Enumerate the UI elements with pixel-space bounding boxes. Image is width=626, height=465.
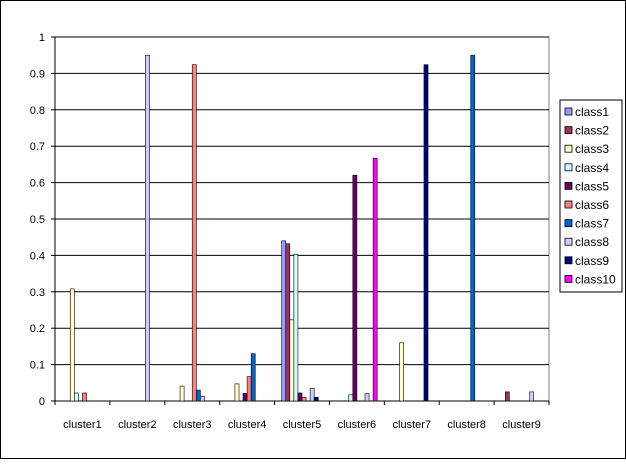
legend-swatch-class1 [564, 107, 573, 116]
bar-class5-cluster6 [352, 175, 358, 402]
bar-class7-cluster4 [250, 353, 256, 402]
bar-class6-cluster5 [301, 397, 307, 402]
bar-class7-cluster8 [470, 54, 476, 402]
bar-class2-cluster9 [505, 391, 510, 402]
y-tick-label: 0.4 [30, 250, 45, 262]
bar-class3-cluster3 [179, 385, 185, 402]
bar-class3-cluster7 [399, 342, 404, 402]
bar-class5-cluster5 [297, 392, 303, 402]
bar-class8-cluster2 [145, 54, 150, 402]
bar-class8-cluster6 [364, 393, 370, 402]
bar-class3-cluster5 [289, 319, 295, 402]
legend-swatch-class7 [564, 219, 573, 228]
y-tick-label: 0 [39, 396, 45, 408]
bar-class5-cluster4 [242, 393, 248, 402]
bar-class6-cluster1 [82, 392, 87, 402]
x-tick-label: cluster5 [283, 419, 322, 431]
x-tick-label: cluster4 [228, 419, 267, 431]
x-tick-label: cluster6 [338, 419, 377, 431]
legend-label-class6: class6 [575, 198, 609, 212]
y-tick-label: 0.1 [30, 360, 45, 372]
y-tick-label: 0.7 [30, 141, 45, 153]
bar-class1-cluster5 [281, 240, 287, 402]
legend-swatch-class3 [564, 144, 573, 153]
legend-label-class4: class4 [575, 161, 609, 175]
bar-class6-cluster3 [191, 64, 197, 402]
bar-class9-cluster5 [313, 397, 319, 402]
y-tick-label: 0.6 [30, 178, 45, 190]
legend-label-class5: class5 [575, 179, 609, 193]
legend-swatch-class10 [564, 274, 573, 283]
bar-class3-cluster4 [234, 383, 240, 402]
bar-class10-cluster6 [372, 157, 378, 402]
x-tick-label: cluster3 [173, 419, 212, 431]
legend-swatch-class4 [564, 163, 573, 172]
bar-class4-cluster5 [293, 254, 299, 402]
bar-class6-cluster4 [246, 376, 252, 402]
x-tick-label: cluster9 [502, 419, 541, 431]
legend-label-class10: class10 [575, 272, 616, 286]
bar-class3-cluster1 [69, 288, 75, 402]
bar-class4-cluster1 [74, 392, 79, 402]
y-tick-label: 0.9 [30, 68, 45, 80]
bar-class8-cluster5 [309, 387, 315, 402]
legend-swatch-class5 [564, 181, 573, 190]
legend-swatch-class8 [564, 237, 573, 246]
bar-class8-cluster3 [200, 395, 205, 402]
y-tick-label: 0.3 [30, 287, 45, 299]
legend-label-class8: class8 [575, 235, 609, 249]
legend-label-class1: class1 [575, 105, 609, 119]
legend-swatch-class6 [564, 200, 573, 209]
legend-label-class7: class7 [575, 217, 609, 231]
bar-class7-cluster3 [195, 389, 201, 402]
bar-class8-cluster9 [529, 391, 535, 402]
x-tick-label: cluster1 [63, 419, 102, 431]
y-tick-label: 0.5 [30, 214, 45, 226]
legend-swatch-class9 [564, 256, 573, 265]
y-tick-label: 0.2 [30, 323, 45, 335]
legend-label-class2: class2 [575, 124, 609, 138]
legend-label-class9: class9 [575, 254, 609, 268]
bar-class2-cluster5 [285, 243, 291, 402]
x-tick-label: cluster8 [447, 419, 486, 431]
legend-swatch-class2 [564, 126, 573, 134]
bar-class4-cluster6 [348, 394, 354, 402]
x-tick-label: cluster2 [118, 419, 157, 431]
y-tick-label: 0.8 [30, 105, 45, 117]
x-tick-label: cluster7 [393, 419, 432, 431]
y-tick-label: 1 [39, 32, 45, 44]
bar-class9-cluster7 [423, 64, 429, 402]
legend-label-class3: class3 [575, 142, 609, 156]
